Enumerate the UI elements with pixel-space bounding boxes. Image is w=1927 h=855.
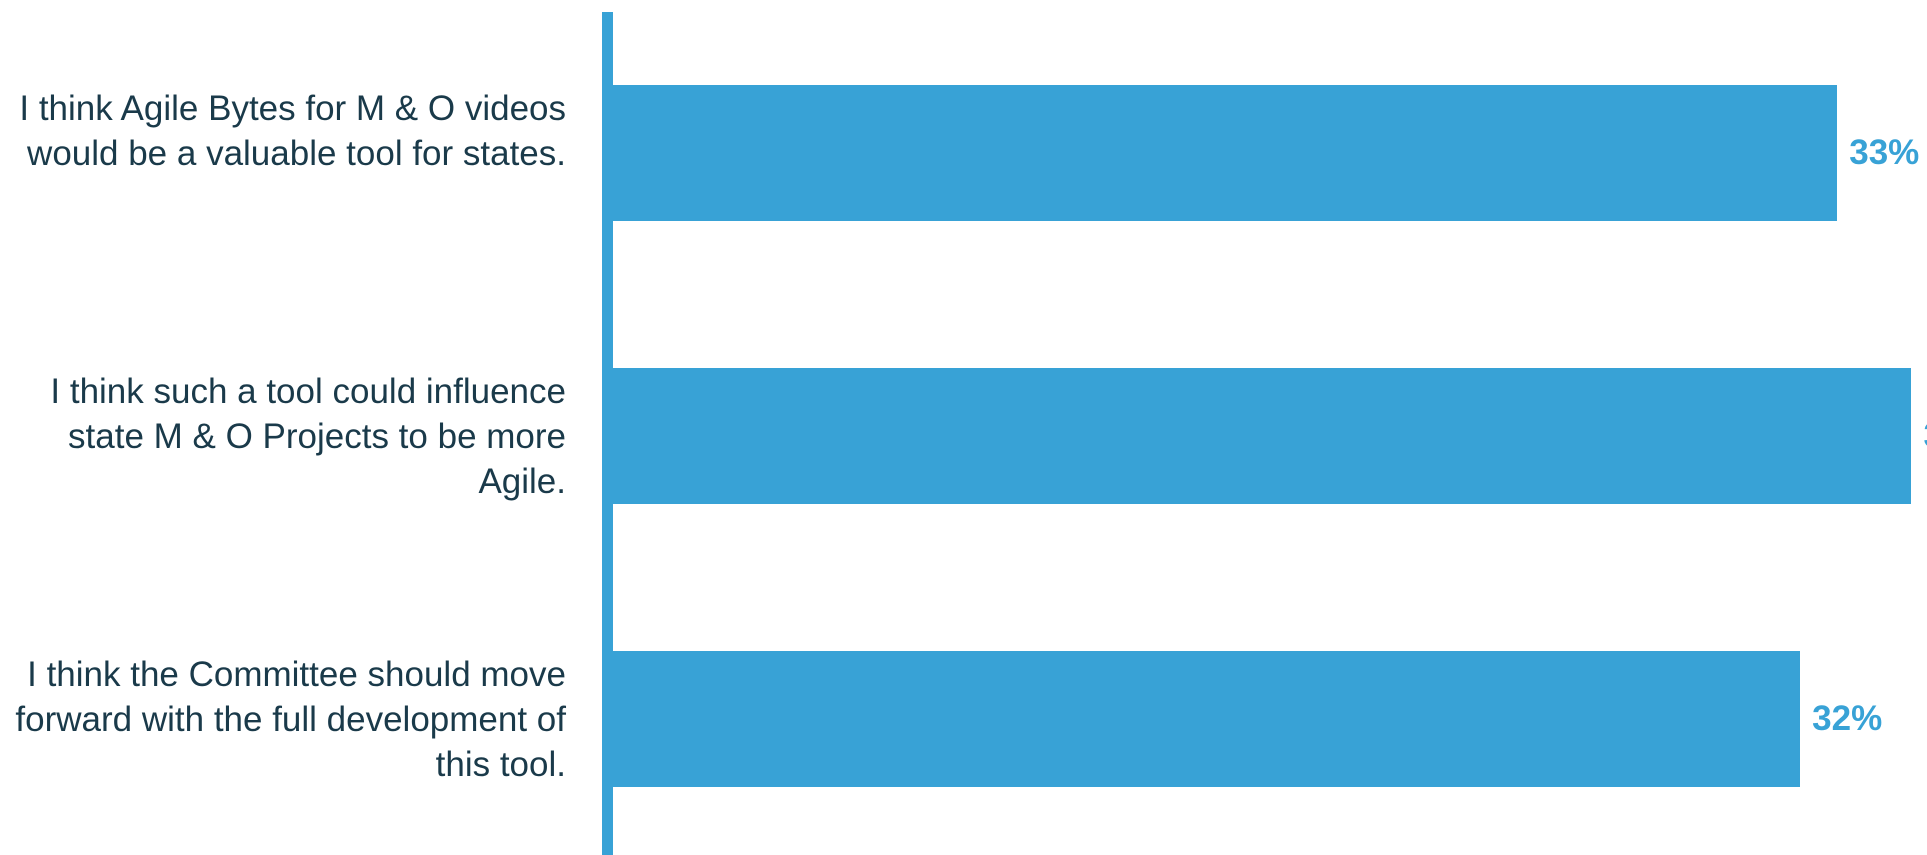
category-axis-line (602, 12, 613, 855)
value-label-2: 35% (1923, 414, 1927, 458)
category-label-3: I think the Committee should move forwar… (15, 655, 566, 784)
value-label-1: 33% (1849, 133, 1920, 172)
value-label-3: 32% (1812, 699, 1883, 738)
bar-2 (613, 368, 1912, 504)
bar-3 (613, 651, 1801, 787)
category-label-1: I think Agile Bytes for M & O videos wou… (19, 89, 566, 173)
category-label-2: I think such a tool could influence stat… (50, 372, 566, 501)
bar-1 (613, 85, 1838, 221)
